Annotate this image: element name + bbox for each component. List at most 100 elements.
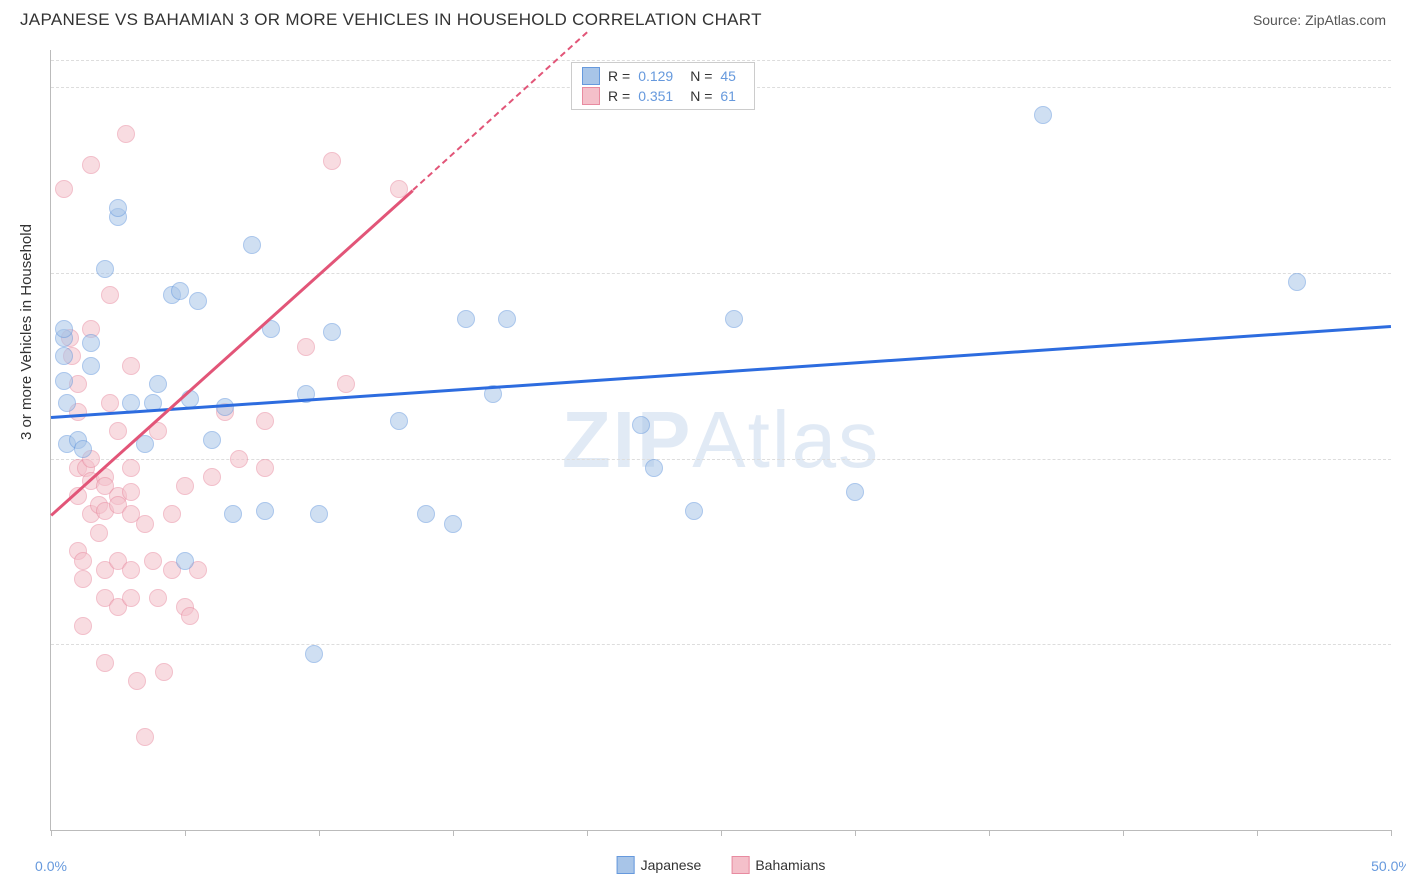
x-tick xyxy=(1123,830,1124,836)
data-point xyxy=(163,505,181,523)
grid-line xyxy=(51,644,1391,645)
data-point xyxy=(55,372,73,390)
data-point xyxy=(55,320,73,338)
data-point xyxy=(189,292,207,310)
data-point xyxy=(203,431,221,449)
legend-item-japanese: Japanese xyxy=(617,856,702,874)
data-point xyxy=(417,505,435,523)
data-point xyxy=(96,260,114,278)
data-point xyxy=(90,524,108,542)
grid-line xyxy=(51,60,1391,61)
data-point xyxy=(128,672,146,690)
data-point xyxy=(181,607,199,625)
chart-header: JAPANESE VS BAHAMIAN 3 OR MORE VEHICLES … xyxy=(0,0,1406,40)
stats-legend: R = 0.129 N = 45 R = 0.351 N = 61 xyxy=(571,62,755,110)
data-point xyxy=(136,728,154,746)
data-point xyxy=(109,422,127,440)
data-point xyxy=(101,286,119,304)
data-point xyxy=(176,477,194,495)
data-point xyxy=(122,459,140,477)
data-point xyxy=(1034,106,1052,124)
data-point xyxy=(498,310,516,328)
data-point xyxy=(55,347,73,365)
stats-row-bahamians: R = 0.351 N = 61 xyxy=(582,87,744,105)
x-tick-label: 50.0% xyxy=(1371,858,1406,874)
chart-title: JAPANESE VS BAHAMIAN 3 OR MORE VEHICLES … xyxy=(20,10,762,30)
data-point xyxy=(122,589,140,607)
data-point xyxy=(846,483,864,501)
data-point xyxy=(305,645,323,663)
data-point xyxy=(149,589,167,607)
data-point xyxy=(122,483,140,501)
data-point xyxy=(256,502,274,520)
plot-area: ZIPAtlas R = 0.129 N = 45 R = 0.351 N = … xyxy=(50,50,1391,831)
data-point xyxy=(685,502,703,520)
data-point xyxy=(457,310,475,328)
data-point xyxy=(176,552,194,570)
data-point xyxy=(122,357,140,375)
x-tick xyxy=(855,830,856,836)
trend-line xyxy=(50,190,413,517)
trend-line xyxy=(51,325,1391,418)
data-point xyxy=(243,236,261,254)
data-point xyxy=(323,152,341,170)
data-point xyxy=(310,505,328,523)
data-point xyxy=(256,412,274,430)
y-tick-label: 20.0% xyxy=(1401,451,1406,467)
x-tick xyxy=(1257,830,1258,836)
data-point xyxy=(632,416,650,434)
watermark: ZIPAtlas xyxy=(562,394,880,486)
data-point xyxy=(203,468,221,486)
stats-row-japanese: R = 0.129 N = 45 xyxy=(582,67,744,85)
data-point xyxy=(109,199,127,217)
x-tick xyxy=(1391,830,1392,836)
data-point xyxy=(136,515,154,533)
data-point xyxy=(74,440,92,458)
data-point xyxy=(256,459,274,477)
data-point xyxy=(117,125,135,143)
data-point xyxy=(725,310,743,328)
swatch-bahamians xyxy=(582,87,600,105)
data-point xyxy=(82,357,100,375)
swatch-japanese xyxy=(582,67,600,85)
data-point xyxy=(390,412,408,430)
source-label: Source: ZipAtlas.com xyxy=(1253,12,1386,28)
series-legend: Japanese Bahamians xyxy=(617,856,826,874)
data-point xyxy=(74,552,92,570)
legend-swatch-japanese xyxy=(617,856,635,874)
grid-line xyxy=(51,273,1391,274)
data-point xyxy=(82,156,100,174)
x-tick-label: 0.0% xyxy=(35,858,67,874)
data-point xyxy=(1288,273,1306,291)
data-point xyxy=(74,617,92,635)
x-tick xyxy=(185,830,186,836)
legend-item-bahamians: Bahamians xyxy=(731,856,825,874)
x-tick xyxy=(453,830,454,836)
data-point xyxy=(149,375,167,393)
data-point xyxy=(144,552,162,570)
data-point xyxy=(122,561,140,579)
data-point xyxy=(297,338,315,356)
x-tick xyxy=(319,830,320,836)
x-tick xyxy=(51,830,52,836)
x-tick xyxy=(721,830,722,836)
x-tick xyxy=(587,830,588,836)
data-point xyxy=(155,663,173,681)
data-point xyxy=(323,323,341,341)
data-point xyxy=(230,450,248,468)
x-tick xyxy=(989,830,990,836)
data-point xyxy=(82,334,100,352)
data-point xyxy=(171,282,189,300)
legend-swatch-bahamians xyxy=(731,856,749,874)
data-point xyxy=(101,394,119,412)
data-point xyxy=(444,515,462,533)
data-point xyxy=(337,375,355,393)
data-point xyxy=(224,505,242,523)
data-point xyxy=(55,180,73,198)
data-point xyxy=(58,394,76,412)
grid-line xyxy=(51,459,1391,460)
y-tick-label: 10.0% xyxy=(1401,636,1406,652)
y-axis-title: 3 or more Vehicles in Household xyxy=(18,224,35,440)
data-point xyxy=(74,570,92,588)
data-point xyxy=(96,654,114,672)
